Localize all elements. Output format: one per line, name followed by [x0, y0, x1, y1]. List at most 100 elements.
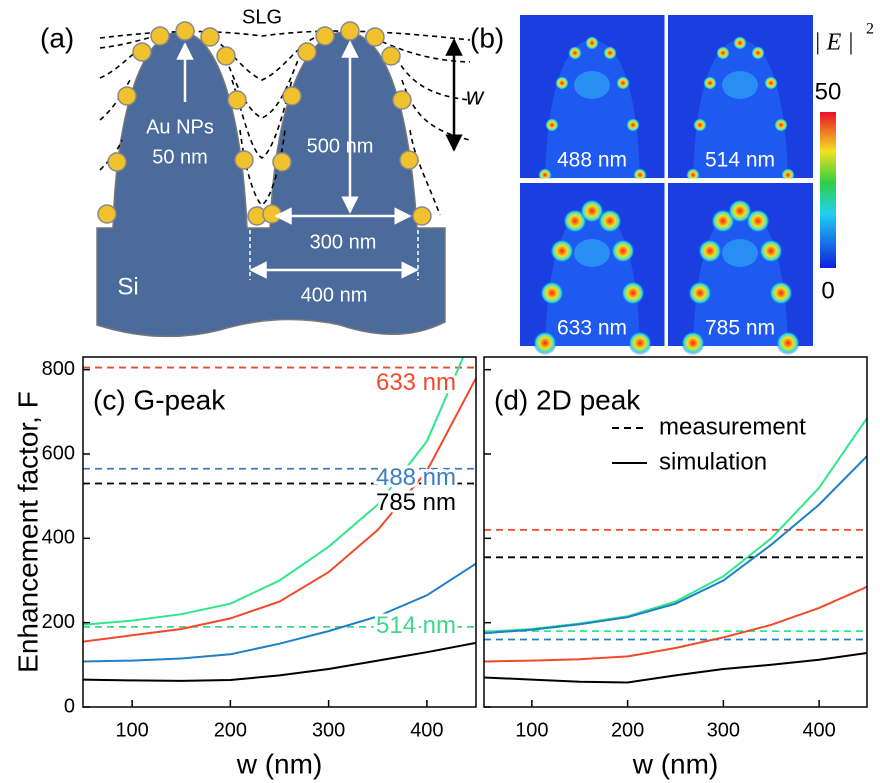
- y-tick-label: 200: [42, 611, 75, 633]
- hot-spot: [764, 76, 778, 90]
- simulation-line: [484, 653, 867, 683]
- hot-spot: [716, 46, 730, 60]
- nanoparticle: [217, 47, 235, 65]
- hot-spot: [774, 118, 788, 132]
- hot-spot: [621, 281, 645, 305]
- legend-label: measurement: [659, 413, 806, 440]
- hot-spot: [746, 209, 770, 233]
- x-tick-label: 400: [410, 719, 443, 741]
- nanoparticle: [176, 22, 194, 40]
- label: 300 nm: [310, 231, 377, 253]
- hot-spot: [759, 239, 783, 263]
- hot-spot: [598, 209, 622, 233]
- label: 50 nm: [152, 146, 208, 168]
- nanoparticle: [273, 153, 291, 171]
- x-tick-label: 200: [214, 719, 247, 741]
- nanoparticle: [382, 47, 400, 65]
- y-tick-label: 0: [64, 695, 75, 717]
- hot-spot: [688, 281, 712, 305]
- simulation-line: [83, 643, 476, 681]
- hot-spot: [769, 281, 793, 305]
- nanoparticle: [341, 22, 359, 40]
- label: 500 nm: [307, 135, 374, 157]
- nanoparticle: [228, 91, 246, 109]
- label: SLG: [242, 6, 282, 28]
- pillar-glow: [574, 71, 610, 99]
- panel-label: (b): [470, 22, 504, 53]
- hot-spot: [550, 239, 574, 263]
- hot-spot: [585, 36, 599, 50]
- pillar-glow: [722, 239, 758, 267]
- hot-spot: [540, 281, 564, 305]
- nanoparticle: [400, 151, 418, 169]
- label: 400 nm: [301, 284, 368, 306]
- hot-spot: [555, 76, 569, 90]
- substrate: [97, 32, 445, 336]
- hot-spot: [703, 76, 717, 90]
- colorbar: [820, 112, 836, 268]
- chart: 100 200 300 400 0 200 400 600 800 633 nm 488 nm785…: [12, 328, 476, 780]
- nanoparticle: [118, 87, 136, 105]
- x-tick-label: 200: [611, 719, 644, 741]
- chart-title: (c) G-peak: [93, 384, 226, 415]
- nanoparticle: [235, 151, 253, 169]
- panel-label: (a): [40, 22, 74, 53]
- x-axis-label: w (nm): [236, 748, 323, 779]
- line-label: 785 nm: [376, 489, 456, 516]
- x-tick-label: 300: [707, 719, 740, 741]
- hot-spot: [628, 331, 652, 355]
- nanoparticle: [263, 205, 281, 223]
- colorbar-label: 50: [815, 78, 842, 105]
- nanoparticle: [133, 43, 151, 61]
- y-tick-label: 800: [42, 358, 75, 380]
- hot-spot: [603, 46, 617, 60]
- hot-spot: [698, 239, 722, 263]
- hot-spot: [545, 118, 559, 132]
- label: w: [466, 83, 485, 110]
- hot-spot: [751, 46, 765, 60]
- colorbar-title: 2: [866, 21, 874, 38]
- hot-spot: [733, 36, 747, 50]
- legend-label: simulation: [659, 448, 767, 475]
- colorbar-title: | E |: [814, 30, 854, 56]
- chart-title: (d) 2D peak: [494, 384, 641, 415]
- pillar-glow: [722, 71, 758, 99]
- x-tick-label: 100: [115, 719, 148, 741]
- x-tick-label: 300: [312, 719, 345, 741]
- panel-b: (b) | E | 2 50 0 488 nm 514 nm 633 nm 785 n…: [470, 15, 874, 355]
- field-map: 785 nm: [668, 183, 813, 355]
- charts: 100 200 300 400 0 200 400 600 800 633 nm 488 nm785…: [12, 328, 867, 780]
- hot-spot: [533, 331, 557, 355]
- nanoparticle: [298, 43, 316, 61]
- y-axis-label: Enhancement factor, F: [12, 391, 43, 673]
- line-label: 633 nm: [376, 369, 456, 396]
- label: Si: [117, 273, 138, 300]
- wavelength-label: 785 nm: [705, 317, 775, 340]
- nanoparticle: [151, 27, 169, 45]
- nanoparticle: [316, 27, 334, 45]
- line-label: 514 nm: [376, 612, 456, 639]
- hot-spot: [611, 239, 635, 263]
- field-map: 488 nm: [520, 15, 665, 182]
- nanoparticle: [98, 205, 116, 223]
- y-tick-label: 600: [42, 442, 75, 464]
- hot-spot: [776, 331, 800, 355]
- panel-a: (a) SLG w Au NPs 50 nm 500 nm 300 nm 400…: [40, 6, 485, 336]
- nanoparticle: [393, 91, 411, 109]
- colorbar-label: 0: [821, 277, 834, 304]
- hot-spot: [693, 118, 707, 132]
- hot-spot: [626, 118, 640, 132]
- hot-spot: [568, 46, 582, 60]
- nanoparticle: [283, 87, 301, 105]
- field-map: 633 nm: [520, 183, 665, 355]
- simulation-line: [484, 456, 867, 633]
- nanoparticle: [366, 28, 384, 46]
- nanoparticle: [413, 207, 431, 225]
- wavelength-label: 514 nm: [705, 149, 775, 172]
- figure: (a) SLG w Au NPs 50 nm 500 nm 300 nm 400…: [0, 0, 880, 783]
- wavelength-label: 633 nm: [557, 317, 627, 340]
- hot-spot: [616, 76, 630, 90]
- line-label: 488 nm: [376, 464, 456, 491]
- y-tick-label: 400: [42, 527, 75, 549]
